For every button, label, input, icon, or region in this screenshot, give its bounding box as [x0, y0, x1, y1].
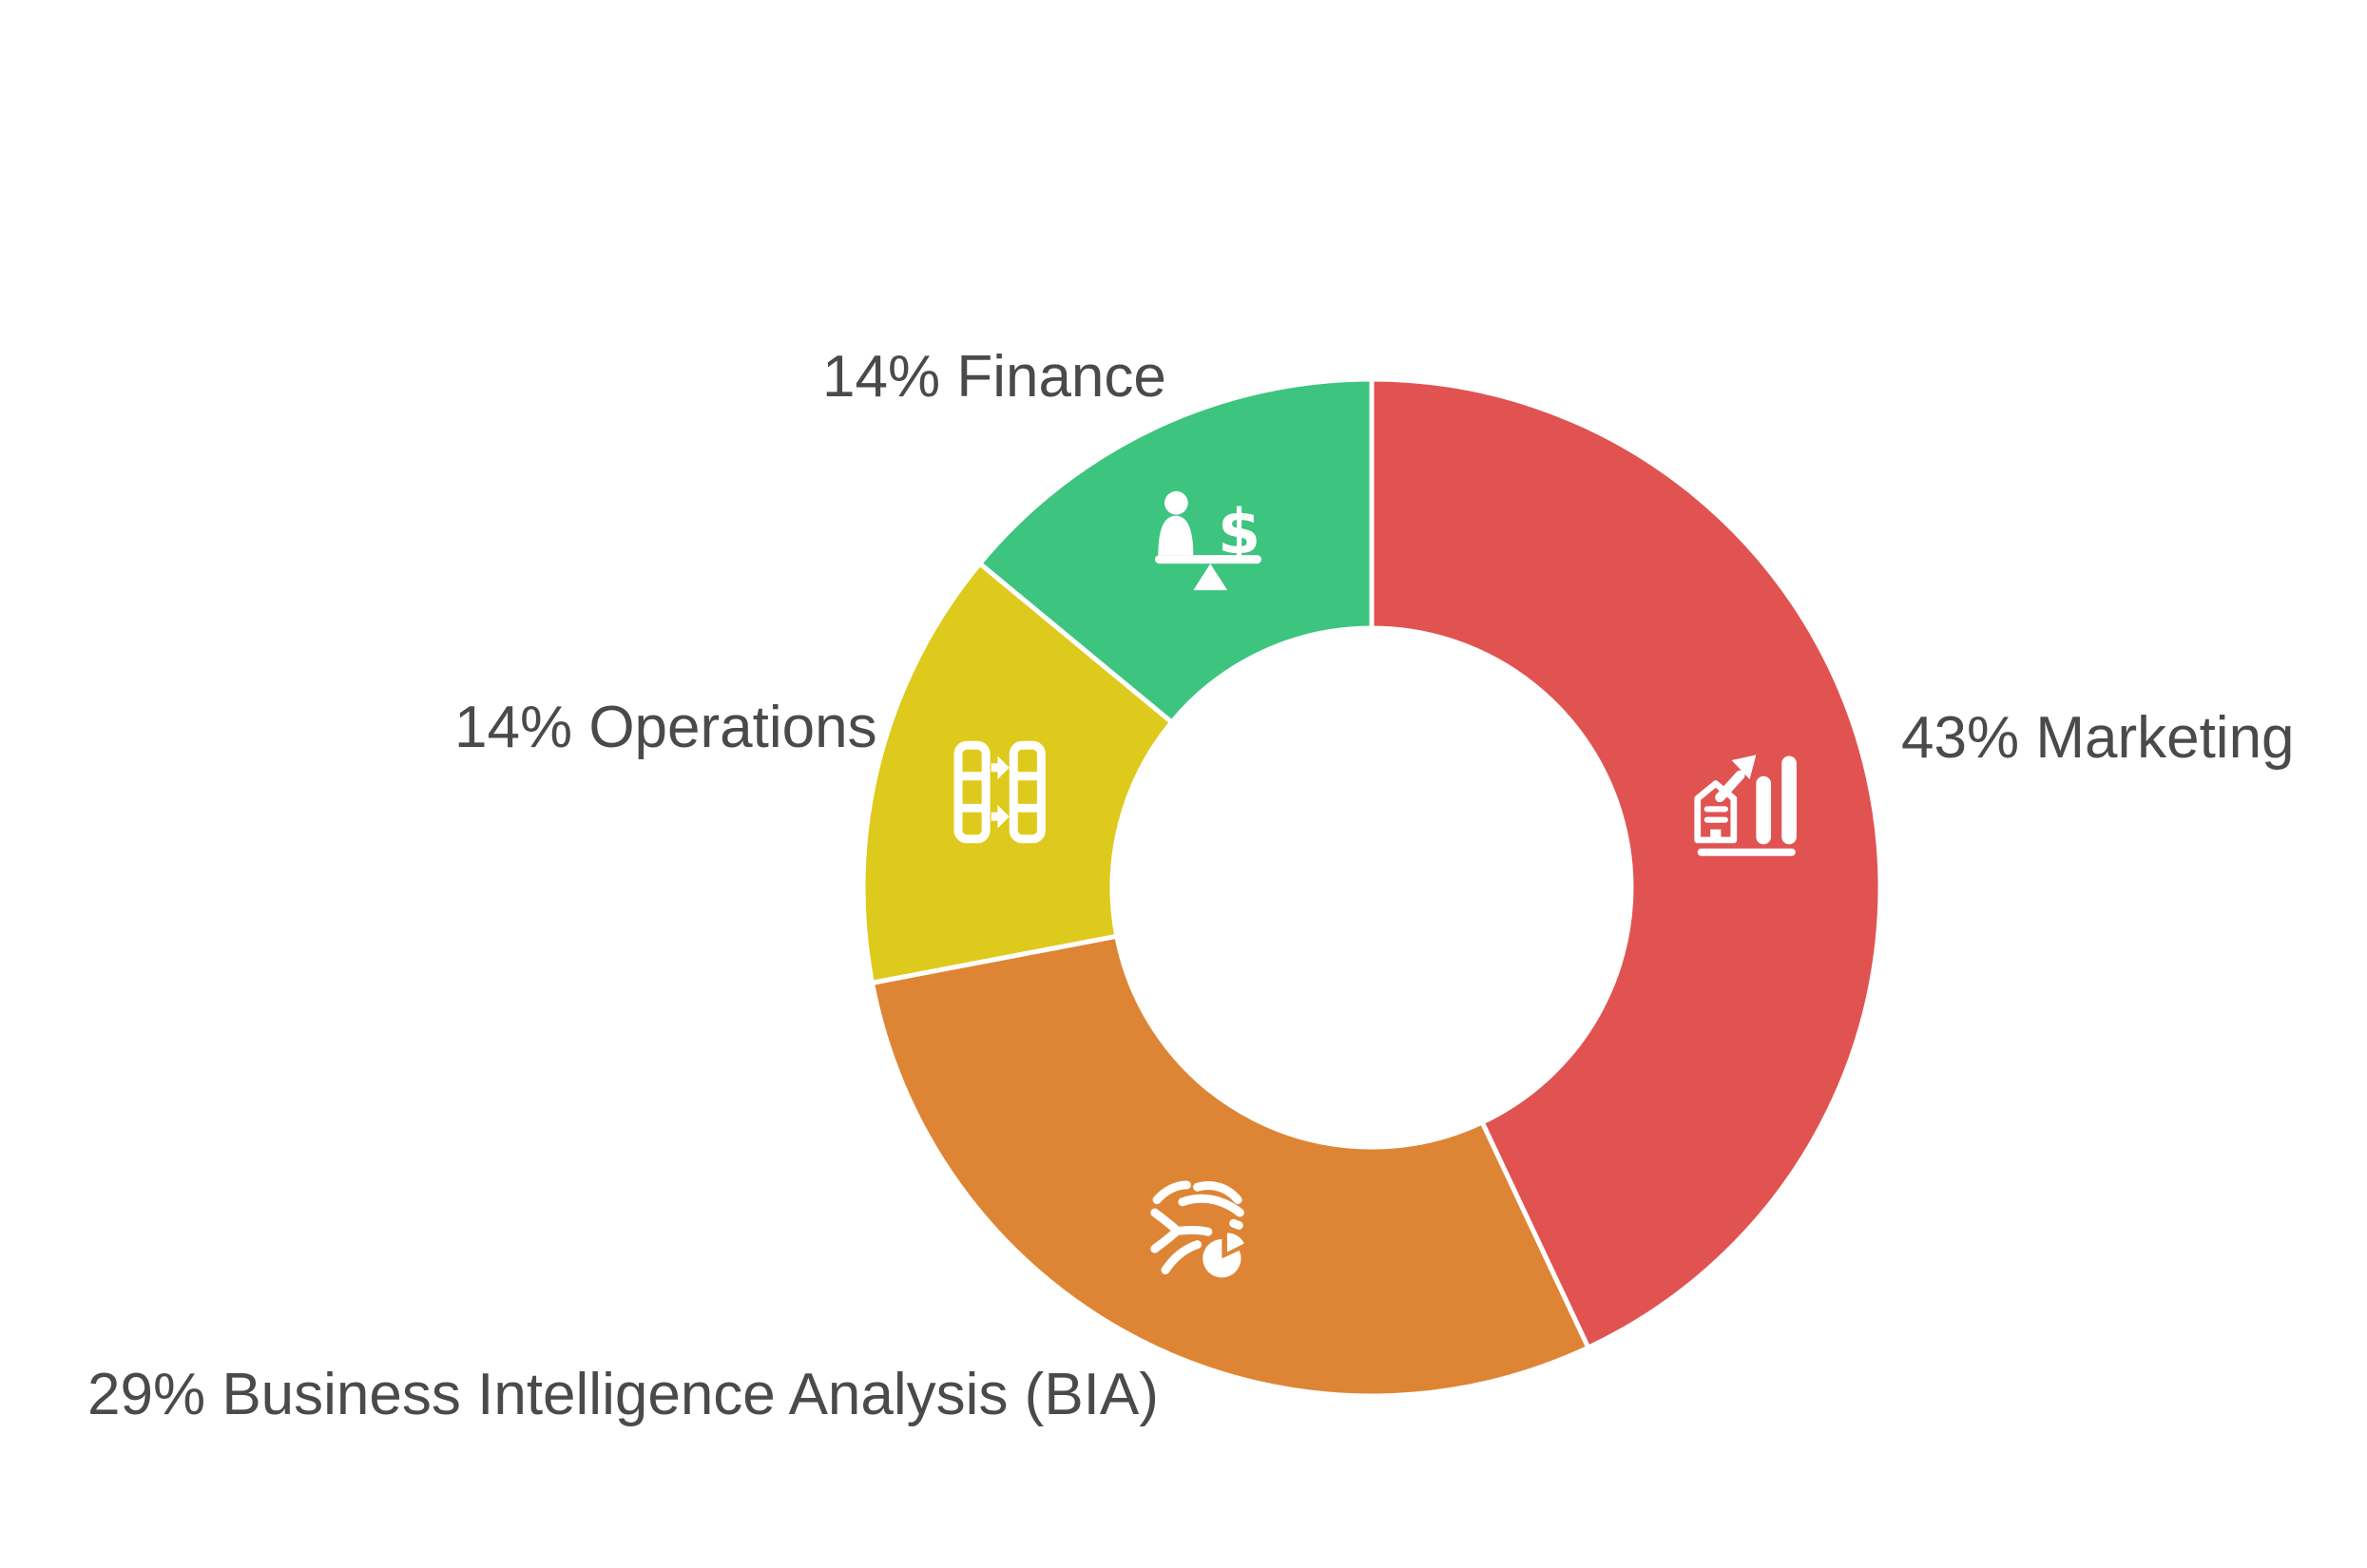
segment-label-marketing: 43% Marketing: [1901, 705, 2295, 771]
segment-label-bia: 29% Business Intelligence Analysis (BIA): [87, 1362, 1159, 1427]
pie-segment-business-intelligence-analysis-bia: [869, 933, 1591, 1399]
pie-segment-marketing: [1369, 376, 1883, 1350]
segment-label-finance: 14% Finance: [822, 344, 1166, 410]
segment-label-operations: 14% Operations: [454, 695, 877, 760]
donut-segments: [860, 376, 1883, 1399]
